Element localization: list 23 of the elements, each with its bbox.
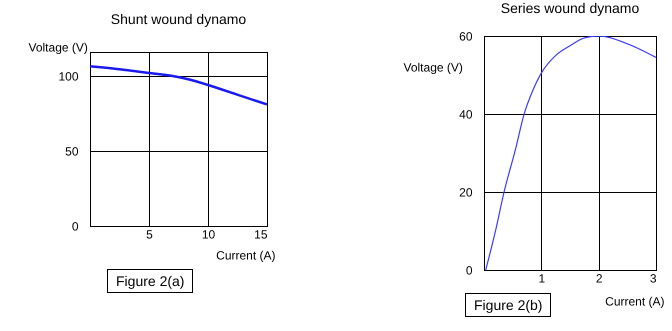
x-tick-label: 15 [254, 228, 268, 242]
x-tick-label: 2 [596, 272, 603, 286]
x-axis-title: Current (A) [216, 248, 276, 262]
y-tick-label: 40 [459, 108, 473, 122]
y-axis-title: Voltage (V) [404, 60, 463, 74]
y-tick-label: 0 [72, 220, 79, 234]
chart-title: Series wound dynamo [500, 0, 640, 16]
line-series [90, 65, 267, 106]
caption: Figure 2(b) [465, 293, 552, 317]
x-tick-label: 5 [146, 228, 154, 242]
x-axis-title: Current (A) [605, 294, 665, 308]
y-tick-label: 20 [459, 186, 473, 200]
y-tick-label: 100 [58, 70, 79, 84]
x-tick-label: 3 [650, 272, 657, 286]
y-tick-label: 50 [65, 144, 79, 158]
caption: Figure 2(a) [107, 269, 194, 293]
chart-title: Shunt wound dynamo [110, 11, 246, 27]
x-tick-label: 10 [202, 228, 216, 242]
y-tick-label: 60 [459, 30, 473, 44]
y-axis-title: Voltage (V) [28, 40, 88, 54]
y-tick-label: 0 [466, 264, 473, 278]
line-series [485, 36, 656, 270]
x-tick-label: 1 [538, 272, 546, 286]
